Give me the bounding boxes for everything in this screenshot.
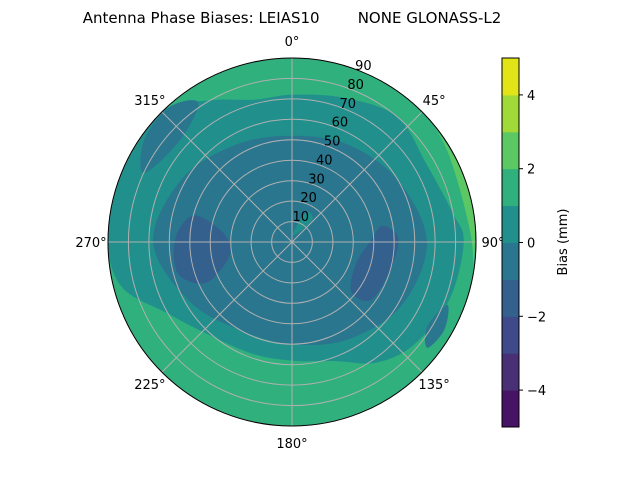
- colorbar-band: [502, 390, 519, 428]
- r-tick-label: 40: [316, 153, 333, 168]
- theta-tick-label: 180°: [276, 437, 307, 452]
- r-tick-label: 30: [308, 172, 325, 187]
- theta-tick-label: 270°: [75, 236, 106, 251]
- r-tick-label: 50: [324, 135, 341, 150]
- theta-gridline: [161, 111, 293, 243]
- polar-frame: [107, 57, 477, 427]
- chart-title: Antenna Phase Biases: LEIAS10 NONE GLONA…: [83, 9, 502, 27]
- theta-tick-label: 45°: [423, 94, 446, 109]
- colorbar-tick-label: −2: [527, 310, 546, 325]
- colorbar-tick-label: 4: [527, 89, 535, 104]
- theta-tick-label: 0°: [285, 35, 300, 50]
- colorbar-band: [502, 279, 519, 317]
- colorbar-band: [502, 58, 519, 96]
- r-tick-label: 70: [340, 97, 357, 112]
- colorbar-tick-label: 0: [527, 237, 535, 252]
- contour-region-3: [140, 100, 199, 173]
- colorbar-tick-label: −4: [527, 384, 546, 399]
- r-tick-label: 60: [332, 116, 349, 131]
- contour-region-1: [432, 122, 476, 276]
- colorbar-tick-label: 2: [527, 163, 535, 178]
- theta-tick-label: 90°: [481, 236, 504, 251]
- contour-region-7: [292, 211, 313, 236]
- theta-tick-label: 315°: [134, 94, 165, 109]
- contour-region-6: [350, 225, 399, 301]
- colorbar-band: [502, 131, 519, 170]
- colorbar-band: [502, 316, 519, 354]
- contour-region-4: [424, 304, 449, 348]
- colorbar-band: [502, 168, 519, 207]
- theta-gridline: [291, 111, 423, 243]
- contour-region-5: [173, 215, 231, 284]
- r-tick-label: 20: [300, 191, 317, 206]
- r-tick-label: 10: [293, 210, 310, 225]
- theta-tick-label: 135°: [418, 378, 449, 393]
- r-tick-label: 90: [355, 59, 372, 74]
- colorbar-band: [502, 242, 519, 280]
- colorbar-band: [502, 205, 519, 243]
- colorbar-label: Bias (mm): [556, 209, 571, 276]
- theta-tick-label: 225°: [134, 378, 165, 393]
- theta-gridline: [161, 241, 293, 373]
- theta-gridline: [291, 241, 423, 373]
- colorbar-band: [502, 353, 519, 391]
- colorbar-band: [502, 94, 519, 133]
- r-tick-label: 80: [347, 78, 364, 93]
